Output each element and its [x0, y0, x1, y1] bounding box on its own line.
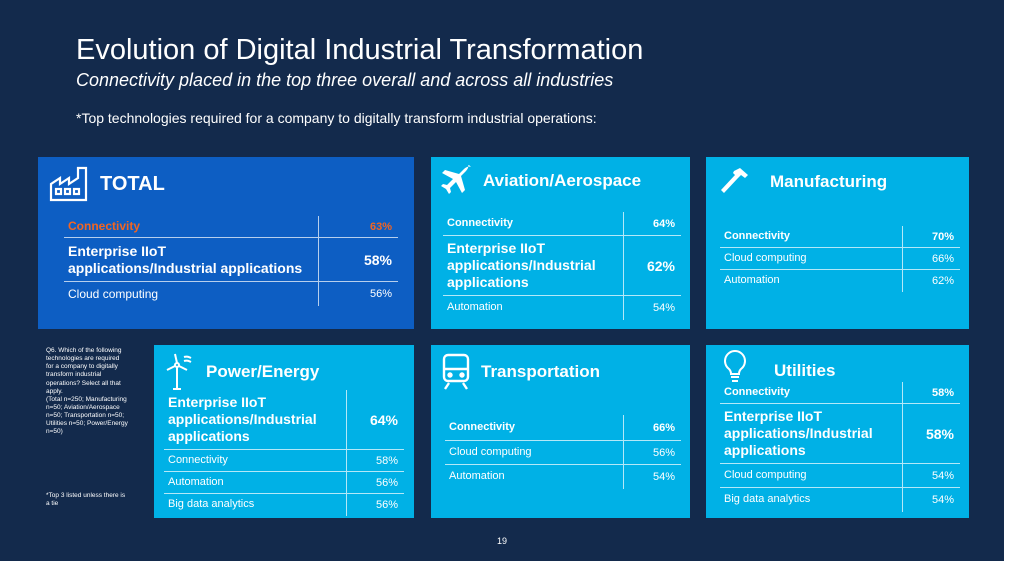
card-power-energy: Power/Energy Enterprise IIoT application… [154, 345, 414, 518]
row-value: 64% [623, 212, 681, 235]
row-value: 64% [346, 390, 404, 449]
row-name: Big data analytics [168, 498, 255, 511]
row-value: 58% [318, 238, 398, 281]
row-name: Cloud computing [449, 445, 532, 458]
survey-footnote: Q6. Which of the following technologies … [46, 347, 128, 436]
row-name: Enterprise IIoT applications/Industrial … [68, 242, 303, 276]
row-value: 56% [346, 494, 404, 516]
row-value: 54% [623, 296, 681, 320]
factory-icon [48, 165, 90, 203]
hammer-icon [720, 167, 752, 197]
card-manufacturing-header: Manufacturing [720, 167, 887, 197]
row-value: 62% [623, 236, 681, 295]
card-aviation-header: Aviation/Aerospace [439, 165, 641, 197]
row-value: 56% [623, 441, 681, 464]
table-row: Enterprise IIoT applications/Industrial … [164, 390, 404, 450]
row-value: 66% [902, 248, 960, 269]
row-value: 58% [346, 450, 404, 471]
wind-turbine-icon [162, 353, 196, 391]
table-row: Automation 54% [445, 465, 681, 489]
row-name: Enterprise IIoT applications/Industrial … [168, 394, 317, 444]
page-number: 19 [496, 536, 507, 546]
airplane-icon [439, 165, 473, 197]
row-name: Connectivity [724, 229, 791, 242]
row-name: Cloud computing [724, 251, 807, 264]
table-row: Connectivity 70% [720, 226, 960, 248]
card-power-title: Power/Energy [206, 362, 320, 381]
row-name: Connectivity [449, 420, 516, 433]
card-power-header: Power/Energy [162, 353, 319, 391]
card-transportation: Transportation Connectivity 66% Cloud co… [431, 345, 690, 518]
row-name: Automation [447, 301, 503, 314]
table-row: Connectivity 66% [445, 415, 681, 441]
row-value: 63% [318, 216, 398, 237]
row-value: 58% [902, 382, 960, 403]
table-row: Connectivity 63% [64, 216, 398, 238]
row-value: 62% [902, 270, 960, 292]
table-row: Cloud computing 66% [720, 248, 960, 270]
row-name: Automation [449, 470, 505, 483]
row-name: Connectivity [168, 453, 228, 466]
table-row: Automation 62% [720, 270, 960, 292]
card-total: TOTAL Connectivity 63% Enterprise IIoT a… [38, 157, 414, 329]
row-name: Connectivity [68, 219, 141, 234]
card-manufacturing-title: Manufacturing [770, 172, 888, 191]
card-transportation-title: Transportation [481, 362, 601, 381]
card-total-header: TOTAL [48, 165, 165, 203]
row-value: 70% [902, 226, 960, 247]
lightbulb-icon [722, 349, 748, 385]
row-name: Connectivity [447, 216, 514, 229]
card-utilities: Utilities Connectivity 58% Enterprise II… [706, 345, 969, 518]
row-value: 66% [623, 415, 681, 440]
card-aviation: Aviation/Aerospace Connectivity 64% Ente… [431, 157, 690, 329]
row-value: 54% [902, 488, 960, 512]
slide-intro: *Top technologies required for a company… [76, 110, 597, 126]
row-value: 56% [346, 472, 404, 493]
slide-title: Evolution of Digital Industrial Transfor… [76, 34, 644, 66]
row-name: Enterprise IIoT applications/Industrial … [724, 408, 873, 458]
row-value: 54% [623, 465, 681, 489]
card-total-title: TOTAL [100, 172, 165, 195]
row-value: 58% [902, 404, 960, 463]
table-row: Big data analytics 56% [164, 494, 404, 516]
card-utilities-header: Utilities [722, 349, 835, 385]
table-row: Cloud computing 56% [64, 282, 398, 306]
slide-subtitle: Connectivity placed in the top three ove… [76, 70, 614, 90]
table-row: Cloud computing 56% [445, 441, 681, 465]
table-row: Automation 56% [164, 472, 404, 494]
row-name: Connectivity [724, 385, 791, 398]
table-row: Enterprise IIoT applications/Industrial … [64, 238, 398, 282]
table-row: Connectivity 58% [164, 450, 404, 472]
tie-footnote: *Top 3 listed unless there is a tie [46, 492, 126, 508]
table-row: Connectivity 64% [443, 212, 681, 236]
card-manufacturing: Manufacturing Connectivity 70% Cloud com… [706, 157, 969, 329]
table-row: Automation 54% [443, 296, 681, 320]
table-row: Cloud computing 54% [720, 464, 960, 488]
table-row: Big data analytics 54% [720, 488, 960, 512]
train-icon [441, 353, 471, 391]
row-value: 54% [902, 464, 960, 487]
row-name: Automation [724, 274, 780, 287]
row-name: Automation [168, 475, 224, 488]
table-row: Enterprise IIoT applications/Industrial … [720, 404, 960, 464]
table-row: Connectivity 58% [720, 382, 960, 404]
card-utilities-title: Utilities [774, 361, 836, 380]
card-aviation-title: Aviation/Aerospace [483, 171, 642, 190]
row-name: Cloud computing [68, 286, 159, 301]
row-name: Enterprise IIoT applications/Industrial … [447, 240, 596, 290]
row-value: 56% [318, 282, 398, 306]
row-name: Big data analytics [724, 493, 811, 506]
row-name: Cloud computing [724, 468, 807, 481]
card-transportation-header: Transportation [441, 353, 600, 391]
table-row: Enterprise IIoT applications/Industrial … [443, 236, 681, 296]
